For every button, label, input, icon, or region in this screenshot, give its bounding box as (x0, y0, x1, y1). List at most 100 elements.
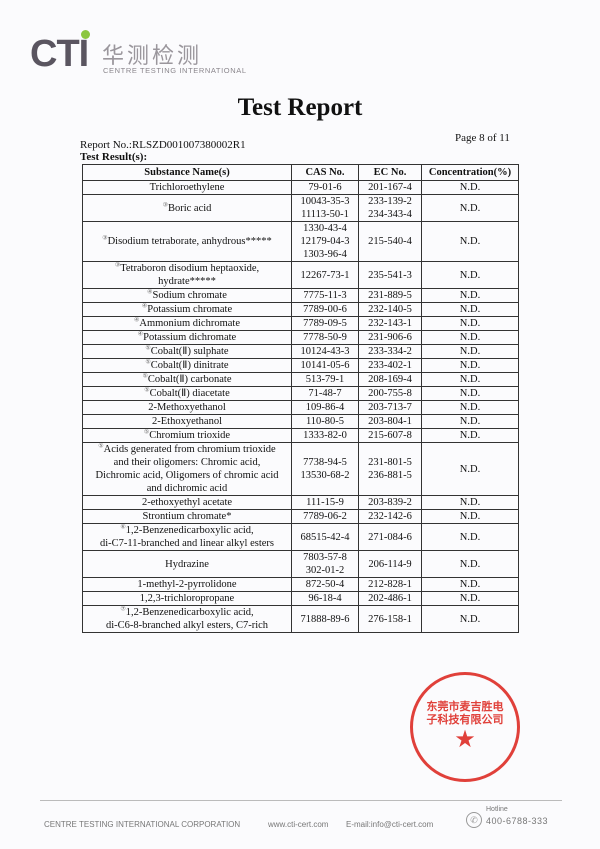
substance-cell: ④Ammonium dichromate (82, 316, 292, 331)
page-number: Page 8 of 11 (455, 132, 510, 144)
cas-cell: 7789-06-2 (291, 509, 359, 524)
substance-name-text: Acids generated from chromium trioxide a… (95, 444, 279, 494)
substance-cell: ③Disodium tetraborate, anhydrous***** (82, 221, 292, 262)
substance-cell: 1,2,3-trichloropropane (82, 591, 292, 606)
substance-cell: ③Boric acid (82, 194, 292, 222)
cas-cell: 7789-09-5 (291, 316, 359, 331)
col-concentration: Concentration(%) (421, 164, 519, 181)
concentration-cell: N.D. (421, 509, 519, 524)
concentration-cell: N.D. (421, 288, 519, 303)
footnote-marker: ④ (147, 289, 153, 296)
substance-name-text: Strontium chromate* (142, 511, 232, 522)
substance-cell: Hydrazine (82, 550, 292, 578)
stamp-text: 东莞市麦吉胜电子科技有限公司 (426, 700, 504, 726)
table-row: ③Tetraboron disodium heptaoxide, hydrate… (82, 261, 519, 289)
substance-cell: ⑦1,2-Benzenedicarboxylic acid, di-C6-8-b… (82, 605, 292, 633)
substance-cell: 2-Methoxyethanol (82, 400, 292, 415)
table-row: 2-ethoxyethyl acetate 111-15-9 203-839-2 N.… (82, 495, 519, 510)
substance-cell: ④Potassium chromate (82, 302, 292, 317)
concentration-cell: N.D. (421, 372, 519, 387)
substance-name-text: 2-Ethoxyethanol (152, 416, 222, 427)
cas-cell: 71-48-7 (291, 386, 359, 401)
table-row: ⑤Cobalt(Ⅱ) sulphate 10124-43-3 233-334-2 N.… (82, 344, 519, 359)
cas-cell: 110-80-5 (291, 414, 359, 429)
footnote-marker: ④ (134, 317, 140, 324)
concentration-cell: N.D. (421, 495, 519, 510)
substance-cell: ⑤Chromium trioxide (82, 428, 292, 443)
concentration-cell: N.D. (421, 386, 519, 401)
table-row: Trichloroethylene 79-01-6 201-167-4 N.D. (82, 180, 519, 195)
substance-name-text: 1,2,3-trichloropropane (139, 593, 235, 604)
ec-cell: 231-906-6 (358, 330, 422, 345)
table-row: ③Boric acid 10043-35-3 11113-50-1 233-139-… (82, 194, 519, 222)
footer-website[interactable]: www.cti-cert.com (268, 820, 329, 829)
concentration-cell: N.D. (421, 261, 519, 289)
footnote-marker: ③ (162, 202, 168, 208)
concentration-cell: N.D. (421, 344, 519, 359)
footer-hotline-label: Hotline (486, 806, 508, 813)
table-row: ⑦1,2-Benzenedicarboxylic acid, di-C6-8-b… (82, 605, 519, 633)
ec-cell: 206-114-9 (358, 550, 422, 578)
concentration-cell: N.D. (421, 442, 519, 496)
cas-cell: 71888-89-6 (291, 605, 359, 633)
concentration-cell: N.D. (421, 605, 519, 633)
cas-cell: 7789-00-6 (291, 302, 359, 317)
substance-cell: ⑤Cobalt(Ⅱ) carbonate (82, 372, 292, 387)
footer-email[interactable]: E-mail:info@cti-cert.com (346, 820, 434, 829)
report-number: Report No.:RLSZD001007380002R1 (80, 139, 246, 151)
substance-name-text: Sodium chromate (152, 290, 227, 301)
table-row: Hydrazine 7803-57-8 302-01-2 206-114-9 N.D. (82, 550, 519, 578)
footnote-marker: ⑤ (142, 373, 148, 380)
cas-cell: 513-79-1 (291, 372, 359, 387)
ec-cell: 233-139-2 234-343-4 (358, 194, 422, 222)
results-label: Test Result(s): (80, 151, 148, 163)
substance-cell: Trichloroethylene (82, 180, 292, 195)
concentration-cell: N.D. (421, 577, 519, 592)
concentration-cell: N.D. (421, 358, 519, 373)
concentration-cell: N.D. (421, 550, 519, 578)
ec-cell: 200-755-8 (358, 386, 422, 401)
logo-english: CENTRE TESTING INTERNATIONAL (103, 66, 247, 75)
substance-name-text: Cobalt(Ⅱ) carbonate (147, 374, 232, 385)
cas-cell: 7738-94-5 13530-68-2 (291, 442, 359, 496)
substance-cell: ④Potassium dichromate (82, 330, 292, 345)
substance-name-text: Disodium tetraborate, anhydrous***** (107, 236, 272, 247)
col-ec: EC No. (358, 164, 422, 181)
cas-cell: 109-86-4 (291, 400, 359, 415)
ec-cell: 201-167-4 (358, 180, 422, 195)
concentration-cell: N.D. (421, 591, 519, 606)
ec-cell: 212-828-1 (358, 577, 422, 592)
results-table: Substance Name(s) CAS No. EC No. Concent… (82, 164, 519, 633)
substance-name-text: Cobalt(Ⅱ) dinitrate (150, 360, 229, 371)
table-row: ⑤Acids generated from chromium trioxide … (82, 442, 519, 496)
substance-name-text: Cobalt(Ⅱ) sulphate (150, 346, 229, 357)
cas-cell: 10141-05-6 (291, 358, 359, 373)
footnote-marker: ④ (141, 303, 148, 310)
logo-dot (81, 30, 90, 39)
ec-cell: 233-402-1 (358, 358, 422, 373)
substance-name-text: 1-methyl-2-pyrrolidone (137, 579, 237, 590)
substance-name-text: Trichloroethylene (149, 182, 225, 193)
table-row: ⑤Cobalt(Ⅱ) carbonate 513-79-1 208-169-4 N.D… (82, 372, 519, 387)
ec-cell: 231-889-5 (358, 288, 422, 303)
substance-name-text: 2-Methoxyethanol (148, 402, 226, 413)
substance-cell: 1-methyl-2-pyrrolidone (82, 577, 292, 592)
concentration-cell: N.D. (421, 180, 519, 195)
footnote-marker: ③ (102, 235, 108, 242)
concentration-cell: N.D. (421, 428, 519, 443)
logo-brand: CTI (30, 33, 89, 75)
cas-cell: 7775-11-3 (291, 288, 359, 303)
ec-cell: 232-142-6 (358, 509, 422, 524)
substance-cell: Strontium chromate* (82, 509, 292, 524)
concentration-cell: N.D. (421, 400, 519, 415)
table-row: 2-Methoxyethanol 109-86-4 203-713-7 N.D. (82, 400, 519, 415)
concentration-cell: N.D. (421, 302, 519, 317)
ec-cell: 232-140-5 (358, 302, 422, 317)
substance-cell: ⑤Cobalt(Ⅱ) sulphate (82, 344, 292, 359)
substance-cell: ⑤Acids generated from chromium trioxide … (82, 442, 292, 496)
cas-cell: 10124-43-3 (291, 344, 359, 359)
substance-name-text: 1,2-Benzenedicarboxylic acid, di-C6-8-br… (105, 607, 269, 631)
ec-cell: 203-804-1 (358, 414, 422, 429)
footer-company: CENTRE TESTING INTERNATIONAL CORPORATION (44, 820, 241, 829)
